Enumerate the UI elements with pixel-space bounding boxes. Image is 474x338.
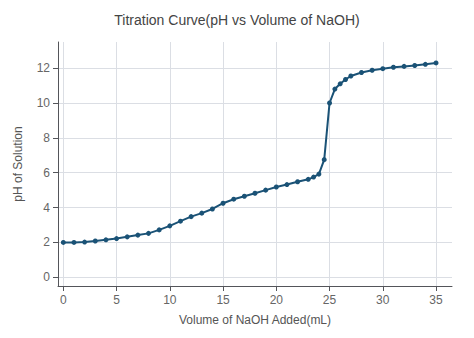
svg-text:25: 25 [323, 293, 337, 307]
svg-text:30: 30 [376, 293, 390, 307]
svg-text:35: 35 [429, 293, 443, 307]
svg-text:Titration Curve(pH vs Volume o: Titration Curve(pH vs Volume of NaOH) [114, 12, 359, 28]
svg-text:20: 20 [270, 293, 284, 307]
svg-text:Volume of NaOH Added(mL): Volume of NaOH Added(mL) [179, 313, 331, 327]
svg-text:10: 10 [37, 96, 51, 110]
svg-text:8: 8 [43, 131, 50, 145]
svg-text:6: 6 [43, 166, 50, 180]
svg-text:pH of Solution: pH of Solution [11, 126, 25, 201]
svg-text:0: 0 [43, 270, 50, 284]
svg-text:2: 2 [43, 235, 50, 249]
svg-text:5: 5 [113, 293, 120, 307]
svg-text:0: 0 [60, 293, 67, 307]
svg-text:10: 10 [163, 293, 177, 307]
svg-text:4: 4 [43, 201, 50, 215]
svg-text:12: 12 [37, 61, 51, 75]
svg-text:15: 15 [216, 293, 230, 307]
